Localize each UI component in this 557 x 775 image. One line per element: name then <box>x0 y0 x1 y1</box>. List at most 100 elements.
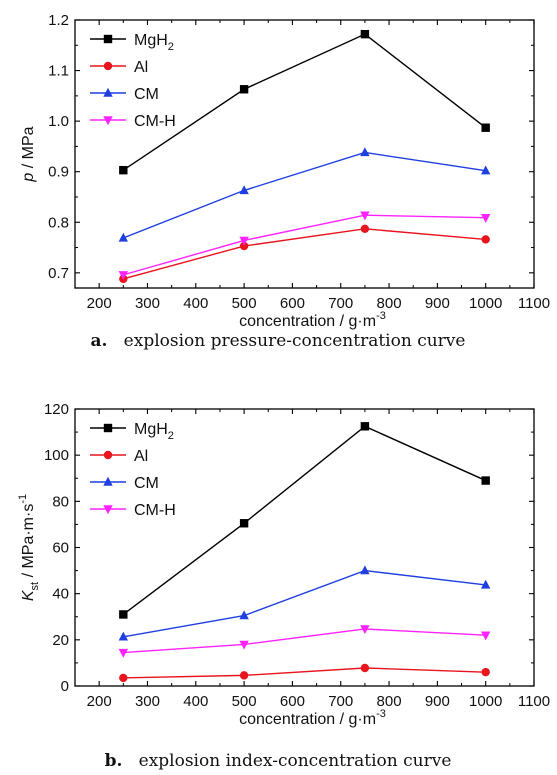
x-axis-label-text: concentration / g·m <box>239 313 376 330</box>
y-tick-label: 1.0 <box>48 113 69 130</box>
x-tick-label: 1100 <box>518 295 550 312</box>
chart-panel-a: 200 300 400 500 600 700 800 900 1000 1100 0.7 0.8 0.… <box>20 12 550 351</box>
chart-panel-b: 200 300 400 500 600 700 800 900 1000 1100 0 20 40 60 8… <box>17 401 550 771</box>
y-tick-label: 100 <box>44 447 69 464</box>
data-point-cm-h <box>239 640 249 650</box>
legend-marker <box>103 116 113 126</box>
series-line-al <box>123 228 486 280</box>
data-point-cm <box>360 147 370 157</box>
data-point-cm-h <box>480 214 491 223</box>
data-point-cm <box>239 185 249 195</box>
data-point-al <box>119 673 128 683</box>
series-line-cm-h <box>123 628 486 654</box>
caption-letter: b. <box>105 751 123 771</box>
y-tick-label: 0 <box>61 678 69 695</box>
data-point-cm-h <box>360 211 370 221</box>
legend-marker <box>103 450 113 460</box>
x-tick-label: 900 <box>425 295 450 312</box>
legend-marker <box>103 34 113 44</box>
caption-letter: a. <box>91 331 108 351</box>
data-point-mgh2 <box>239 519 249 528</box>
x-tick-label: 200 <box>87 693 112 710</box>
legend-marker <box>103 61 113 71</box>
y-tick-label: 60 <box>52 540 69 557</box>
x-axis-label: concentration / g·m-3 <box>239 310 386 330</box>
data-point-mgh2 <box>119 610 128 619</box>
legend-label: MgH2 <box>134 421 174 442</box>
legend-label-text: Al <box>134 448 148 465</box>
series-line-al <box>123 667 486 679</box>
legend-label-sub: 2 <box>168 430 174 442</box>
data-point-al <box>239 671 249 680</box>
x-tick-label: 300 <box>135 295 160 312</box>
x-tick-label: 500 <box>232 693 257 710</box>
x-tick-label: 600 <box>280 295 305 312</box>
y-tick-label: 20 <box>52 632 69 649</box>
data-point-mgh2 <box>239 85 249 94</box>
data-point-al <box>239 241 249 251</box>
data-point-cm-h <box>239 236 249 246</box>
x-axis-label: concentration / g·m-3 <box>239 708 386 728</box>
data-point-al <box>360 663 370 673</box>
x-tick-label: 400 <box>183 693 208 710</box>
y-tick-label: 1.2 <box>48 12 69 29</box>
x-tick-label: 300 <box>135 693 160 710</box>
y-axis-label-main: p <box>20 173 37 183</box>
y-tick-label: 0.9 <box>48 164 69 181</box>
data-point-al <box>481 667 490 677</box>
x-tick-label: 800 <box>377 693 402 710</box>
data-point-mgh2 <box>481 123 490 132</box>
data-point-mgh2 <box>481 476 490 485</box>
data-point-al <box>360 224 370 234</box>
y-axis-label-main: K <box>20 589 37 601</box>
legend-label-text: CM-H <box>134 113 176 130</box>
y-tick-label: 40 <box>52 586 69 603</box>
legend-label-text: CM <box>134 86 159 103</box>
x-tick-label: 700 <box>328 693 353 710</box>
x-tick-label: 600 <box>280 693 305 710</box>
legend-label-text: CM-H <box>134 502 176 519</box>
x-axis-label-sup: -3 <box>376 708 386 720</box>
x-tick-label: 1000 <box>469 693 502 710</box>
data-point-cm-h <box>118 271 129 281</box>
series-line-cm-h <box>123 214 486 276</box>
plot-frame <box>74 19 535 289</box>
y-axis-label: Kst / MPa·m·s-1 <box>17 494 41 601</box>
data-point-cm-h <box>480 631 491 641</box>
y-axis-label-rest: / MPa·m·s <box>20 504 37 582</box>
series-line-cm <box>123 151 486 239</box>
legend-label: MgH2 <box>134 32 174 53</box>
legend-label-text: Al <box>134 59 148 76</box>
data-point-cm <box>239 610 249 620</box>
y-axis-label-rest: / MPa <box>20 126 37 172</box>
figure-caption: b. explosion index-concentration curve <box>105 751 452 771</box>
series-line-mgh2 <box>122 425 486 616</box>
data-point-mgh2 <box>119 165 128 175</box>
data-point-cm <box>480 165 491 175</box>
legend-marker <box>103 505 113 515</box>
series-line-mgh2 <box>122 33 487 171</box>
legend-label: Al <box>134 448 148 465</box>
legend-label-text: CM <box>134 475 159 492</box>
legend-label-sub: 2 <box>168 41 174 53</box>
legend-marker <box>103 87 113 97</box>
legend-label: CM <box>134 475 159 492</box>
y-tick-label: 120 <box>44 401 69 418</box>
data-point-cm <box>480 579 491 589</box>
data-point-cm <box>118 232 129 242</box>
data-point-mgh2 <box>360 422 370 431</box>
legend-label: Al <box>134 59 148 76</box>
caption-text: explosion index-concentration curve <box>122 751 451 771</box>
x-axis-label-text: concentration / g·m <box>239 711 376 728</box>
x-tick-label: 500 <box>232 295 257 312</box>
legend-label-text: MgH <box>134 421 168 438</box>
x-tick-label: 800 <box>377 295 402 312</box>
x-tick-label: 900 <box>425 693 450 710</box>
legend-marker <box>103 423 113 433</box>
y-tick-label: 80 <box>52 493 69 510</box>
y-tick-label: 0.7 <box>48 265 69 282</box>
legend-marker <box>103 476 113 486</box>
y-axis-label: p / MPa <box>20 126 37 182</box>
legend-label: CM-H <box>134 113 176 130</box>
